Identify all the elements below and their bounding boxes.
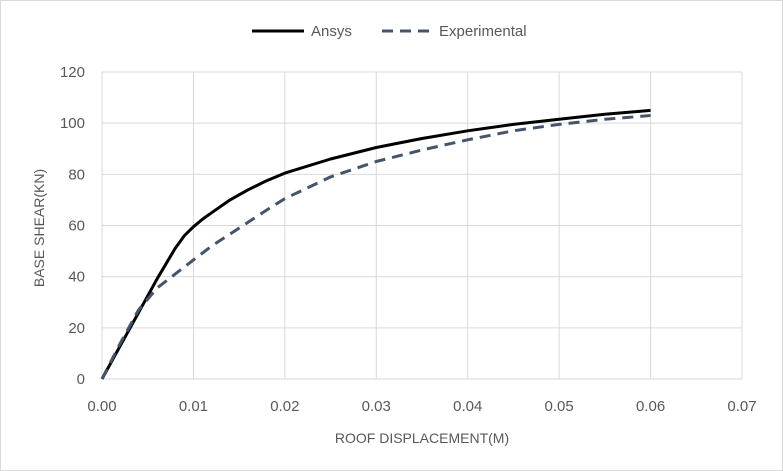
x-tick-label: 0.00 — [87, 398, 116, 415]
x-tick-label: 0.01 — [179, 398, 208, 415]
y-tick-label: 100 — [60, 115, 85, 132]
y-tick-label: 40 — [68, 269, 85, 286]
y-axis-title: BASE SHEAR(KN) — [31, 169, 47, 287]
y-tick-label: 120 — [60, 64, 85, 81]
y-tick-label: 0 — [77, 371, 85, 388]
series-ansys-line — [100, 108, 651, 380]
x-tick-label: 0.05 — [545, 398, 574, 415]
legend: Ansys Experimental — [252, 23, 527, 40]
y-tick-labels: 0 20 40 60 80 100 120 — [60, 64, 85, 388]
series-lines — [100, 108, 651, 380]
legend-experimental-label: Experimental — [439, 23, 527, 40]
x-axis-title: ROOF DISPLACEMENT(M) — [335, 430, 509, 446]
x-tick-label: 0.02 — [270, 398, 299, 415]
legend-ansys-label: Ansys — [311, 23, 352, 40]
x-tick-labels: 0.00 0.01 0.02 0.03 0.04 0.05 0.06 0.07 — [87, 398, 756, 415]
y-tick-label: 80 — [68, 166, 85, 183]
x-tick-label: 0.07 — [727, 398, 756, 415]
series-experimental-line — [100, 114, 651, 380]
y-tick-label: 20 — [68, 320, 85, 337]
gridlines — [101, 71, 743, 380]
x-tick-label: 0.03 — [362, 398, 391, 415]
y-tick-label: 60 — [68, 218, 85, 235]
x-tick-label: 0.06 — [636, 398, 665, 415]
x-tick-label: 0.04 — [453, 398, 482, 415]
